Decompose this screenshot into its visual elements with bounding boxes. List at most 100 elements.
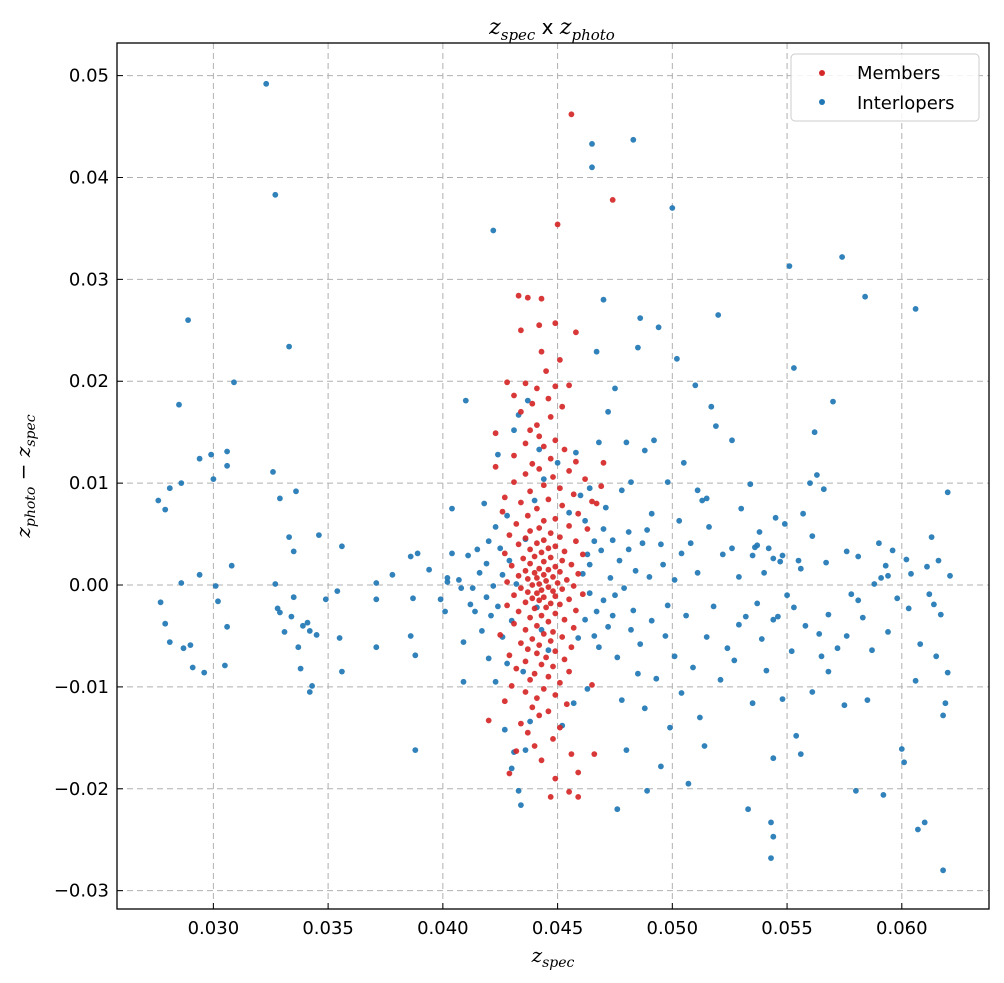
members-point (545, 545, 552, 552)
interlopers-point (485, 538, 492, 545)
interlopers-point (458, 585, 465, 591)
interlopers-point (293, 488, 299, 495)
members-point (515, 292, 522, 299)
interlopers-point (300, 622, 306, 629)
interlopers-point (880, 792, 887, 798)
interlopers-point (618, 697, 625, 703)
legend-interlopers-label: Interlopers (857, 93, 955, 114)
interlopers-point (699, 497, 706, 504)
interlopers-point (628, 626, 634, 633)
members-point (522, 689, 529, 695)
members-point (557, 485, 563, 492)
interlopers-point (490, 227, 497, 234)
members-point (566, 596, 572, 603)
interlopers-point (795, 557, 802, 564)
interlopers-point (456, 577, 462, 583)
interlopers-point (678, 550, 685, 557)
legend-interlopers-marker (819, 99, 825, 105)
members-point (545, 496, 552, 503)
members-point (561, 446, 568, 453)
interlopers-point (210, 476, 217, 482)
members-point (529, 704, 536, 711)
interlopers-point (628, 479, 634, 485)
members-point (527, 427, 533, 434)
interlopers-point (492, 524, 499, 530)
members-point (543, 604, 549, 611)
interlopers-point (593, 608, 600, 615)
members-point (524, 589, 531, 595)
interlopers-point (501, 726, 508, 733)
interlopers-point (527, 718, 533, 725)
interlopers-point (809, 533, 816, 539)
members-point (518, 585, 524, 591)
members-point (547, 455, 554, 462)
members-point (527, 676, 533, 683)
interlopers-point (469, 585, 476, 591)
members-point (545, 673, 552, 680)
interlopers-point (162, 620, 169, 627)
interlopers-point (786, 263, 793, 269)
interlopers-point (407, 553, 414, 560)
members-point (518, 499, 524, 506)
members-point (524, 576, 531, 582)
interlopers-point (855, 597, 862, 604)
interlopers-point (263, 80, 270, 87)
members-point (563, 577, 570, 583)
interlopers-point (215, 598, 221, 605)
members-point (538, 295, 545, 302)
interlopers-point (811, 429, 818, 436)
members-point (522, 658, 529, 665)
interlopers-point (607, 575, 614, 581)
members-point (561, 656, 568, 663)
interlopers-point (834, 645, 841, 652)
members-point (522, 626, 529, 633)
interlopers-point (912, 677, 919, 684)
interlopers-point (738, 505, 745, 512)
interlopers-point (632, 567, 639, 574)
members-point (524, 512, 531, 519)
interlopers-point (623, 747, 630, 753)
members-point (593, 500, 600, 507)
interlopers-point (187, 642, 194, 648)
y-tick-label: −0.01 (54, 677, 109, 698)
interlopers-point (616, 557, 623, 564)
members-point (504, 602, 510, 609)
interlopers-point (286, 343, 292, 350)
members-point (570, 624, 577, 631)
interlopers-point (444, 579, 451, 585)
members-point (554, 580, 561, 586)
interlopers-point (609, 612, 616, 619)
members-point (538, 757, 545, 764)
interlopers-point (322, 596, 329, 603)
members-point (492, 463, 499, 470)
interlopers-point (664, 602, 671, 609)
interlopers-point (586, 485, 593, 492)
interlopers-point (944, 489, 951, 496)
members-point (534, 540, 540, 547)
interlopers-point (885, 572, 891, 579)
interlopers-point (467, 601, 474, 608)
interlopers-point (859, 614, 866, 621)
members-point (547, 794, 554, 800)
members-point (543, 654, 549, 661)
interlopers-point (442, 608, 448, 615)
interlopers-point (775, 613, 781, 620)
members-point (522, 599, 529, 606)
members-point (529, 582, 536, 588)
interlopers-point (288, 613, 295, 620)
plot-frame (116, 42, 990, 910)
interlopers-point (715, 312, 722, 318)
interlopers-point (618, 487, 625, 494)
members-point (600, 459, 607, 466)
interlopers-point (770, 616, 777, 623)
interlopers-point (272, 581, 279, 587)
interlopers-point (277, 609, 283, 616)
interlopers-point (915, 826, 921, 833)
members-point (527, 528, 533, 534)
interlopers-point (903, 556, 910, 563)
interlopers-point (306, 689, 313, 695)
interlopers-point (437, 596, 444, 603)
interlopers-point (658, 763, 664, 770)
interlopers-point (373, 580, 380, 586)
